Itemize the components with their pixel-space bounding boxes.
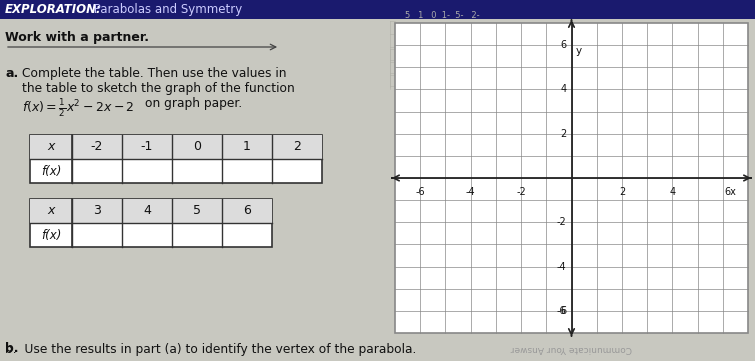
Text: 6: 6 [560, 306, 566, 316]
Text: -1: -1 [141, 140, 153, 153]
Text: x: x [48, 204, 54, 217]
FancyBboxPatch shape [0, 19, 390, 361]
Text: a.: a. [5, 67, 18, 80]
Text: 2: 2 [560, 129, 566, 139]
Text: -2: -2 [556, 217, 566, 227]
Text: b.  Use the results in part (a) to identify the vertex of the parabola.: b. Use the results in part (a) to identi… [5, 343, 416, 356]
Text: 2: 2 [293, 140, 301, 153]
Text: 1: 1 [243, 140, 251, 153]
Text: the table to sketch the graph of the function: the table to sketch the graph of the fun… [22, 82, 294, 95]
Text: EXPLORATION:: EXPLORATION: [5, 3, 102, 16]
Text: 6: 6 [243, 204, 251, 217]
Text: -6: -6 [415, 187, 425, 197]
Text: y: y [575, 46, 581, 56]
Text: -2: -2 [91, 140, 103, 153]
Text: -4: -4 [466, 187, 476, 197]
FancyBboxPatch shape [30, 135, 322, 183]
Text: $f(x) = \frac{1}{2}x^2 - 2x - 2$: $f(x) = \frac{1}{2}x^2 - 2x - 2$ [22, 97, 134, 119]
Text: 4: 4 [143, 204, 151, 217]
Text: 4: 4 [669, 187, 676, 197]
Text: 3: 3 [93, 204, 101, 217]
Text: -4: -4 [557, 262, 566, 271]
Text: Work with a partner.: Work with a partner. [5, 30, 149, 43]
Text: 6: 6 [560, 40, 566, 50]
Text: 4: 4 [560, 84, 566, 95]
FancyBboxPatch shape [0, 0, 755, 19]
Text: f(x): f(x) [41, 165, 61, 178]
Text: -2: -2 [516, 187, 526, 197]
Text: 2: 2 [619, 187, 625, 197]
Text: Complete the table. Then use the values in: Complete the table. Then use the values … [22, 67, 286, 80]
Text: 5   1   0  1-  5-   2-: 5 1 0 1- 5- 2- [405, 10, 479, 19]
Text: -6: -6 [557, 306, 566, 316]
Text: 6x: 6x [725, 187, 737, 197]
FancyBboxPatch shape [30, 135, 322, 159]
Text: 0: 0 [193, 140, 201, 153]
Text: b.: b. [5, 343, 19, 356]
Text: Parabolas and Symmetry: Parabolas and Symmetry [90, 3, 242, 16]
Text: 5: 5 [193, 204, 201, 217]
FancyBboxPatch shape [30, 199, 272, 223]
Text: x: x [48, 140, 54, 153]
FancyBboxPatch shape [395, 23, 748, 333]
FancyBboxPatch shape [30, 199, 272, 247]
Text: on graph paper.: on graph paper. [145, 97, 242, 110]
Text: f(x): f(x) [41, 229, 61, 242]
Text: Communicate Your Answer: Communicate Your Answer [511, 344, 632, 352]
